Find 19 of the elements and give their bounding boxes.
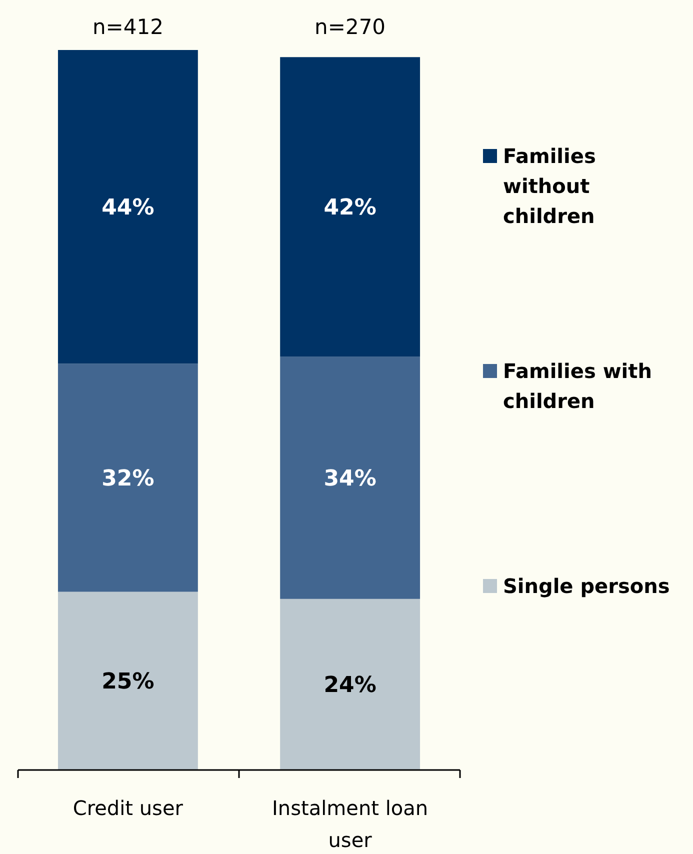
data-label: 25% [102, 670, 154, 695]
bar [58, 364, 198, 592]
legend-label: Families with children [503, 359, 652, 413]
bar [280, 356, 420, 599]
bar [58, 50, 198, 364]
legend-label: Families without children [503, 144, 596, 228]
data-label: 32% [102, 466, 154, 492]
data-label: 42% [324, 196, 376, 221]
text: n=270 [314, 15, 386, 39]
bar [280, 57, 420, 357]
legend-label: Single persons [503, 574, 670, 598]
bar [280, 598, 420, 770]
x-tick-label: Credit user [72, 796, 184, 820]
text: n=412 [92, 15, 164, 39]
data-label: 34% [324, 466, 376, 492]
x-tick-label: Instalment loan user [272, 796, 428, 852]
data-label: 24% [324, 673, 376, 698]
bar [58, 592, 198, 770]
data-label: 44% [102, 196, 154, 221]
